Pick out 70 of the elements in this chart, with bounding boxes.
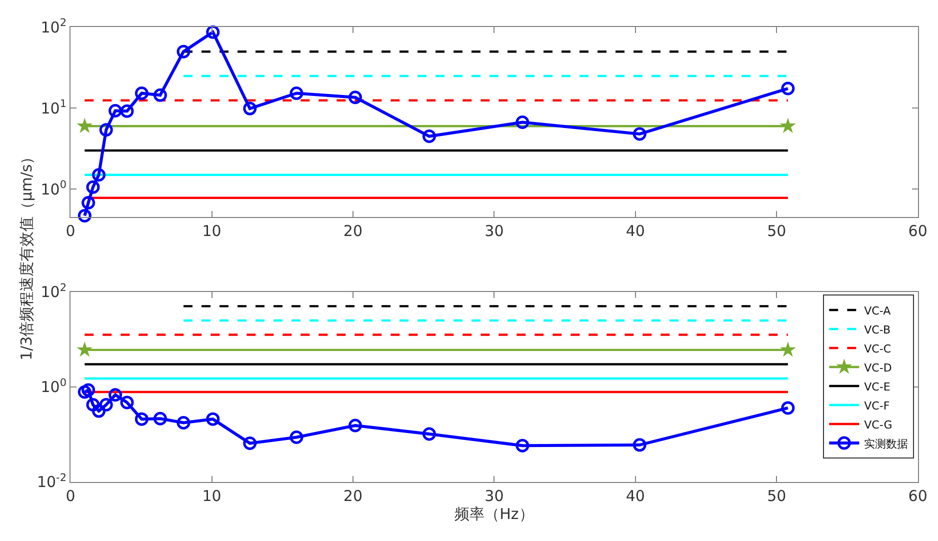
legend-label: VC-D — [864, 361, 892, 374]
point — [206, 25, 220, 39]
point — [108, 388, 122, 402]
x-tick-label: 60 — [908, 486, 928, 505]
point — [92, 168, 106, 182]
x-tick-label: 20 — [343, 222, 363, 240]
legend-label: VC-G — [864, 418, 892, 432]
point — [243, 436, 257, 450]
y-tick-label: 10$^{2}$ — [40, 17, 67, 36]
point — [780, 342, 796, 357]
y-tick-label: 10$^{0}$ — [40, 179, 67, 198]
point — [86, 180, 100, 194]
x-tick-label: 30 — [484, 486, 504, 505]
x-tick-label: 10 — [202, 222, 222, 240]
point — [290, 86, 304, 100]
point — [176, 44, 190, 58]
point — [153, 88, 167, 102]
point — [632, 438, 646, 452]
x-tick-label: 60 — [908, 222, 928, 240]
point — [134, 412, 148, 426]
point — [92, 404, 106, 418]
point — [176, 416, 190, 430]
point — [781, 401, 795, 415]
point — [153, 412, 167, 426]
y-axis-title: 1/3倍频程速度有效值（μm/s） — [18, 149, 36, 360]
x-tick-label: 40 — [626, 486, 645, 505]
point — [422, 130, 436, 144]
point — [82, 196, 96, 210]
point — [632, 127, 646, 141]
x-tick-label: 0 — [66, 222, 76, 240]
x-tick-label: 30 — [484, 222, 504, 240]
x-axis-title: 频率（Hz） — [454, 504, 534, 523]
point — [76, 342, 93, 357]
point — [78, 208, 92, 222]
legend-label: VC-C — [864, 342, 892, 356]
point — [206, 412, 220, 426]
point — [86, 398, 100, 412]
point — [120, 104, 134, 118]
point — [348, 418, 362, 432]
point — [290, 430, 304, 444]
point — [781, 82, 795, 96]
legend-label: VC-F — [864, 399, 890, 412]
point — [348, 90, 362, 104]
point — [82, 383, 96, 397]
y-tick-label: 10$^{0}$ — [40, 376, 67, 396]
y-tick-label: 10$^{-2}$ — [36, 472, 67, 492]
legend-label: VC-E — [864, 380, 890, 394]
point — [422, 427, 436, 441]
x-tick-label: 50 — [767, 222, 786, 240]
x-tick-label: 40 — [626, 222, 645, 240]
x-tick-label: 0 — [66, 486, 76, 505]
y-tick-label: 10$^{1}$ — [40, 98, 67, 118]
x-tick-label: 50 — [767, 486, 786, 505]
legend-label: VC-A — [864, 304, 892, 318]
point — [120, 396, 134, 410]
y-tick-label: 10$^{2}$ — [40, 282, 67, 302]
x-tick-label: 10 — [202, 486, 222, 505]
point — [99, 398, 113, 412]
point — [108, 104, 122, 118]
point — [516, 116, 530, 130]
point — [99, 123, 113, 137]
point — [780, 118, 796, 133]
legend-label: 实测数据 — [864, 437, 908, 450]
legend-label: VC-B — [864, 323, 890, 336]
x-tick-label: 20 — [343, 486, 363, 505]
point — [76, 118, 93, 133]
point — [243, 102, 257, 116]
point — [78, 385, 92, 399]
point — [134, 86, 148, 100]
point — [516, 438, 530, 452]
